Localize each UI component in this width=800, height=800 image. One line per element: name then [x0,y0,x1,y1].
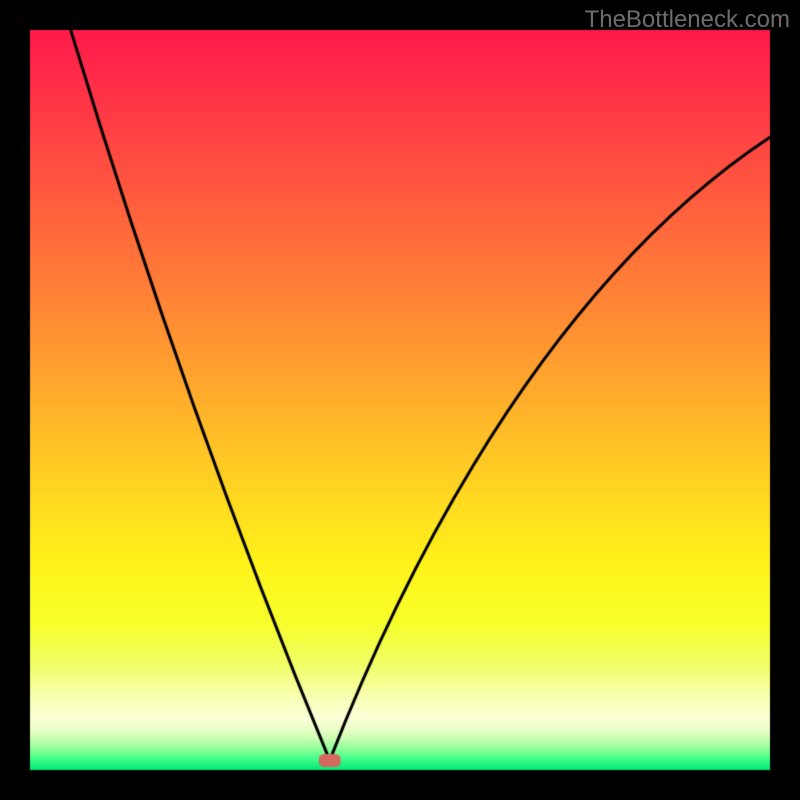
chart-canvas [0,0,800,800]
chart-container: TheBottleneck.com [0,0,800,800]
